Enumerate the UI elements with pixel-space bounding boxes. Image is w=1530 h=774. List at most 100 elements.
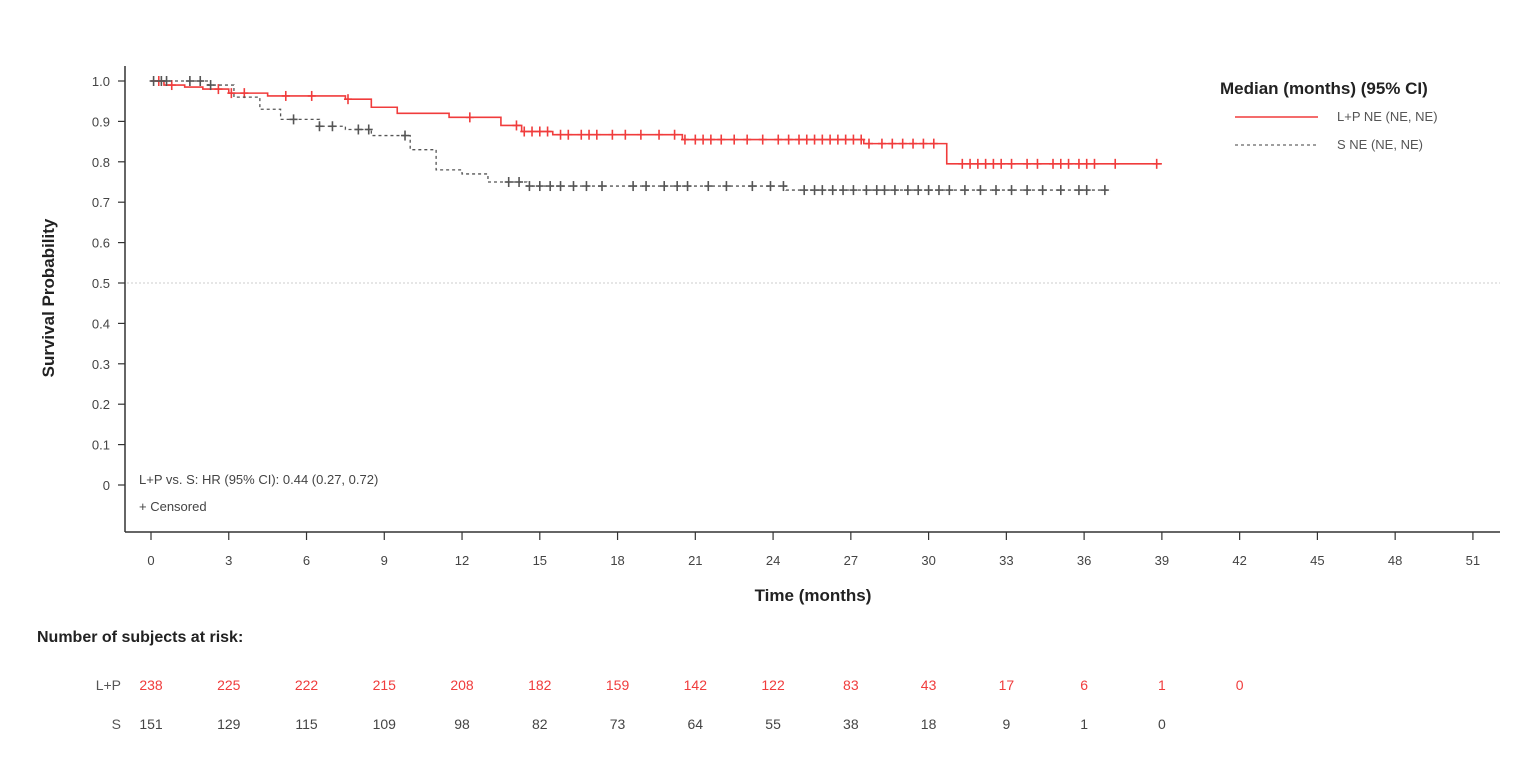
censor-mark-lp — [535, 126, 544, 137]
risk-value: 142 — [684, 677, 708, 693]
censor-mark-s — [535, 181, 544, 192]
risk-value: 17 — [999, 677, 1015, 693]
censor-mark-s — [810, 185, 819, 196]
risk-value: 151 — [139, 716, 163, 732]
x-tick-label: 51 — [1466, 553, 1480, 568]
censor-mark-lp — [989, 158, 998, 169]
censor-mark-lp — [841, 134, 850, 145]
x-tick-label: 45 — [1310, 553, 1324, 568]
censor-mark-lp — [1056, 158, 1065, 169]
censor-mark-lp — [833, 134, 842, 145]
legend-title: Median (months) (95% CI) — [1220, 79, 1428, 98]
censor-mark-lp — [520, 126, 529, 137]
censor-mark-s — [1056, 185, 1065, 196]
censor-mark-s — [1007, 185, 1016, 196]
censor-mark-lp — [810, 134, 819, 145]
risk-value: 222 — [295, 677, 319, 693]
censor-mark-lp — [528, 126, 537, 137]
censor-mark-s — [934, 185, 943, 196]
censor-mark-s — [660, 181, 669, 192]
censor-mark-lp — [888, 138, 897, 149]
censor-mark-s — [828, 185, 837, 196]
x-tick-label: 42 — [1232, 553, 1246, 568]
censor-mark-lp — [564, 129, 573, 140]
censor-mark-lp — [919, 138, 928, 149]
x-tick-label: 30 — [921, 553, 935, 568]
censor-mark-s — [704, 181, 713, 192]
censor-mark-s — [683, 181, 692, 192]
censor-mark-s — [722, 181, 731, 192]
censor-mark-lp — [997, 158, 1006, 169]
censor-mark-lp — [958, 158, 967, 169]
censor-mark-s — [364, 124, 373, 135]
risk-value: 0 — [1158, 716, 1166, 732]
censor-mark-s — [673, 181, 682, 192]
x-tick-label: 24 — [766, 553, 780, 568]
censor-mark-lp — [717, 134, 726, 145]
series-line-s — [151, 80, 1111, 191]
risk-value: 182 — [528, 677, 552, 693]
risk-value: 98 — [454, 716, 470, 732]
risk-value: 55 — [765, 716, 781, 732]
censor-mark-lp — [227, 88, 236, 99]
censor-mark-lp — [758, 134, 767, 145]
risk-table-title: Number of subjects at risk: — [37, 629, 243, 646]
risk-value: 215 — [373, 677, 397, 693]
censor-mark-s — [748, 181, 757, 192]
y-tick-label: 0.6 — [92, 236, 110, 251]
x-axis-ticks: 0 3 6 9 12 15 18 21 24 27 30 33 36 39 42 45 48 51 — [147, 532, 1480, 568]
censor-mark-lp — [774, 134, 783, 145]
censor-mark-s — [779, 181, 788, 192]
risk-value: 159 — [606, 677, 630, 693]
censor-mark-s — [1038, 185, 1047, 196]
censor-mark-lp — [608, 129, 617, 140]
censor-mark-s — [960, 185, 969, 196]
censor-mark-s — [862, 185, 871, 196]
risk-value: 208 — [450, 677, 474, 693]
risk-value: 83 — [843, 677, 859, 693]
censor-mark-lp — [826, 134, 835, 145]
risk-value: 43 — [921, 677, 937, 693]
censor-mark-s — [185, 76, 194, 86]
risk-value: 18 — [921, 716, 937, 732]
x-tick-label: 6 — [303, 553, 310, 568]
y-tick-label: 0.2 — [92, 397, 110, 412]
x-tick-label: 9 — [381, 553, 388, 568]
censor-mark-s — [196, 76, 205, 86]
censor-mark-s — [880, 185, 889, 196]
censor-mark-lp — [973, 158, 982, 169]
censor-mark-lp — [699, 134, 708, 145]
censor-mark-s — [924, 185, 933, 196]
censor-mark-lp — [981, 158, 990, 169]
censor-mark-s — [556, 181, 565, 192]
censor-mark-s — [629, 181, 638, 192]
censor-mark-s — [504, 177, 513, 187]
y-axis-title: Survival Probability — [39, 218, 58, 377]
censor-mark-lp — [1007, 158, 1016, 169]
censor-mark-s — [976, 185, 985, 196]
censor-mark-lp — [877, 138, 886, 149]
censor-mark-s — [569, 181, 578, 192]
x-tick-label: 36 — [1077, 553, 1091, 568]
y-tick-label: 0.7 — [92, 195, 110, 210]
x-tick-label: 48 — [1388, 553, 1402, 568]
censor-mark-lp — [240, 88, 249, 99]
censor-mark-s — [162, 76, 171, 86]
censor-mark-s — [945, 185, 954, 196]
censor-mark-lp — [795, 134, 803, 145]
censor-mark-s — [766, 181, 775, 192]
y-tick-label: 0.4 — [92, 316, 110, 331]
risk-value: 225 — [217, 677, 241, 693]
y-tick-label: 0.5 — [92, 276, 110, 291]
x-tick-label: 0 — [147, 553, 154, 568]
x-tick-label: 39 — [1155, 553, 1169, 568]
risk-value: 1 — [1158, 677, 1166, 693]
censor-mark-lp — [543, 126, 552, 137]
risk-value: 0 — [1236, 677, 1244, 693]
censor-mark-s — [872, 185, 881, 196]
y-tick-label: 0.8 — [92, 155, 110, 170]
y-axis-ticks: 0 0.1 0.2 0.3 0.4 0.5 0.6 0.7 0.8 0.9 1.0 — [92, 74, 125, 493]
legend: Median (months) (95% CI) L+P NE (NE, NE)… — [1220, 79, 1438, 152]
censor-mark-s — [598, 181, 607, 192]
risk-value: 238 — [139, 677, 163, 693]
